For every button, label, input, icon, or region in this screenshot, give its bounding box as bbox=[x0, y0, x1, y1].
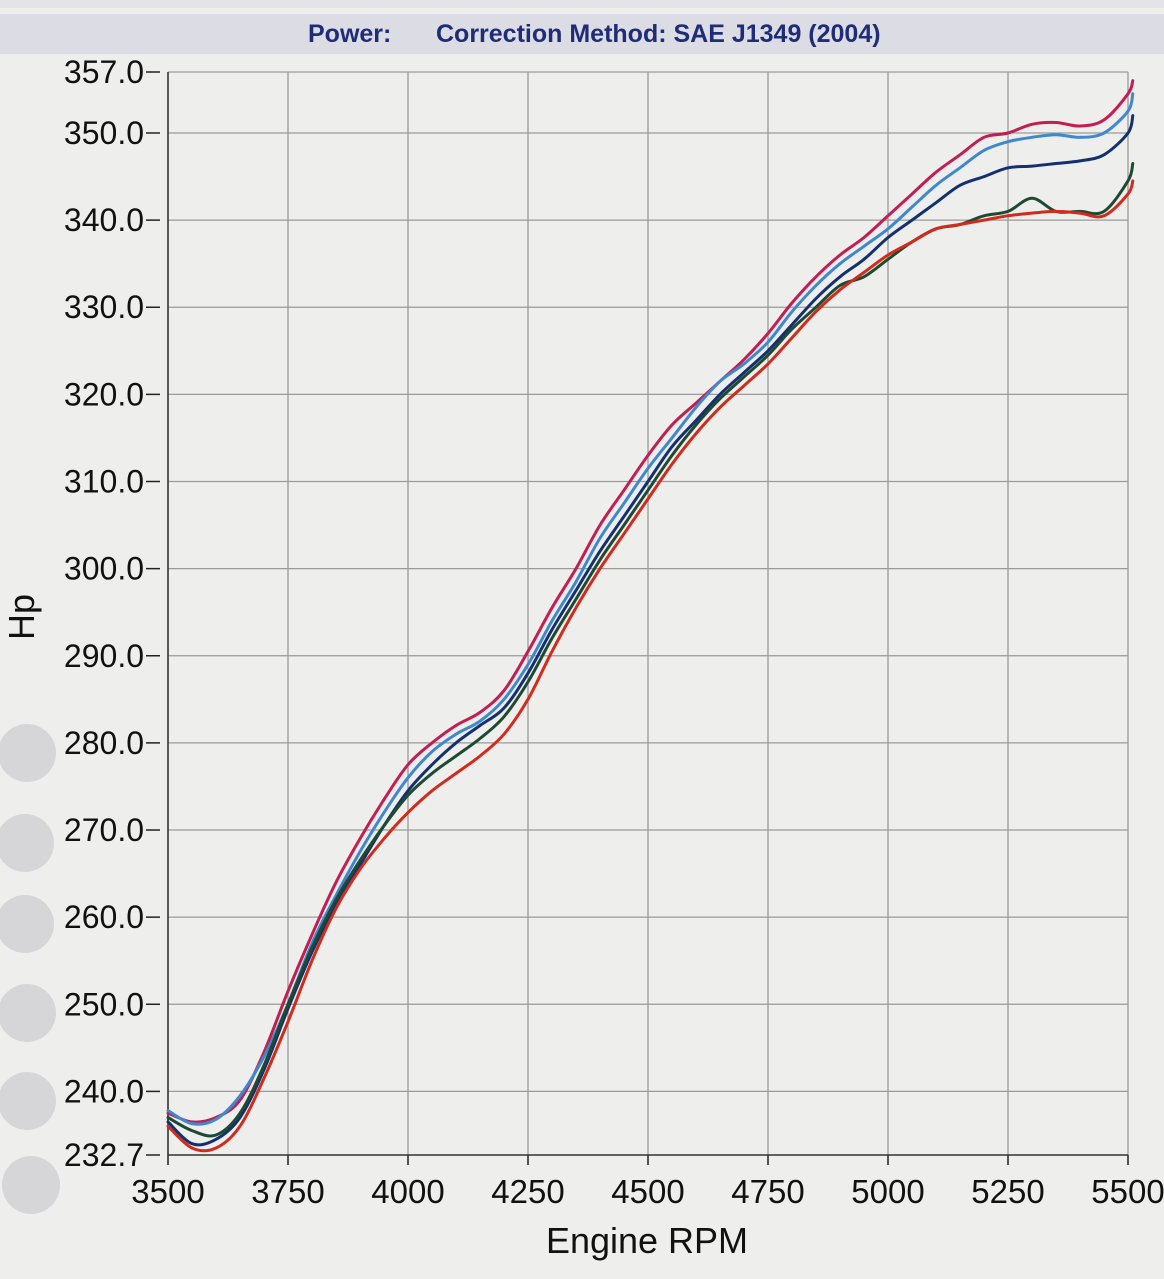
y-tick-label: 290.0 bbox=[64, 638, 144, 674]
axes bbox=[146, 71, 1129, 1165]
binder-hole bbox=[0, 724, 56, 782]
x-tick-labels: 3500 3750 4000 4250 4500 4750 5000 5250 5500 bbox=[131, 1173, 1164, 1210]
series-line bbox=[166, 162, 1135, 1138]
x-tick-label: 5500 bbox=[1091, 1173, 1164, 1210]
y-tick-label: 280.0 bbox=[64, 725, 144, 761]
x-tick-label: 4500 bbox=[611, 1173, 684, 1210]
y-tick-label: 350.0 bbox=[64, 115, 144, 151]
binder-hole bbox=[0, 1072, 56, 1130]
y-tick-label: 330.0 bbox=[64, 289, 144, 325]
binder-hole bbox=[0, 895, 54, 953]
power-label: Power: bbox=[308, 20, 392, 48]
x-tick-label: 3750 bbox=[251, 1173, 324, 1210]
series-line bbox=[166, 179, 1135, 1153]
x-tick-label: 4000 bbox=[371, 1173, 444, 1210]
y-tick-label: 270.0 bbox=[64, 812, 144, 848]
x-tick-label: 3500 bbox=[131, 1173, 204, 1210]
y-tick-label: 250.0 bbox=[64, 986, 144, 1022]
binder-hole bbox=[2, 1156, 60, 1214]
y-tick-label: 320.0 bbox=[64, 376, 144, 412]
y-tick-label: 300.0 bbox=[64, 551, 144, 587]
sub-header-bar bbox=[0, 14, 1164, 54]
x-tick-label: 4750 bbox=[731, 1173, 804, 1210]
x-tick-label: 4250 bbox=[491, 1173, 564, 1210]
x-tick-label: 5250 bbox=[971, 1173, 1044, 1210]
series-line bbox=[166, 92, 1135, 1126]
y-tick-label: 310.0 bbox=[64, 464, 144, 500]
y-tick-label: 357.0 bbox=[64, 54, 144, 90]
correction-method-label: Correction Method: SAE J1349 (2004) bbox=[436, 20, 881, 48]
x-axis-title: Engine RPM bbox=[546, 1220, 748, 1261]
binder-hole bbox=[0, 814, 54, 872]
series-line bbox=[166, 79, 1135, 1124]
binder-hole bbox=[0, 984, 56, 1042]
top-header-strip bbox=[0, 0, 1164, 8]
series-lines bbox=[166, 79, 1135, 1153]
grid-lines bbox=[168, 71, 1129, 1155]
y-axis-title: Hp bbox=[1, 594, 42, 640]
series-line bbox=[166, 114, 1135, 1147]
y-tick-label: 340.0 bbox=[64, 202, 144, 238]
y-tick-labels: 232.7 240.0 250.0 260.0 270.0 280.0 290.0 300.0… bbox=[64, 54, 144, 1173]
y-tick-label: 240.0 bbox=[64, 1073, 144, 1109]
x-tick-label: 5000 bbox=[851, 1173, 924, 1210]
y-tick-label: 260.0 bbox=[64, 899, 144, 935]
y-tick-label: 232.7 bbox=[64, 1137, 144, 1173]
